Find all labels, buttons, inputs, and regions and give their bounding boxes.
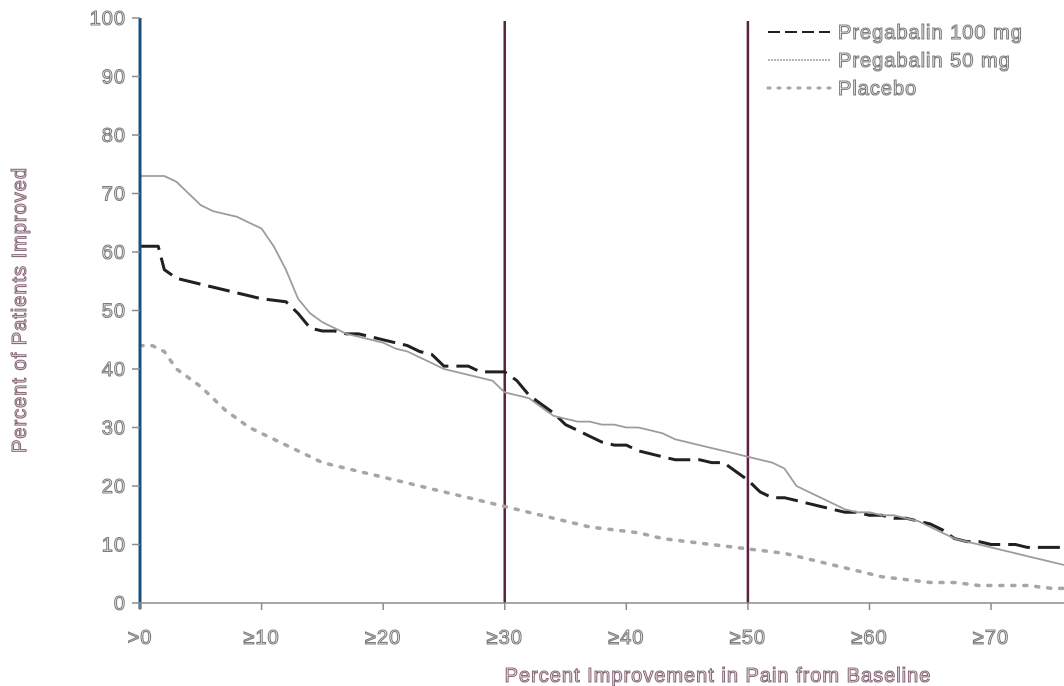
legend-item-pregabalin-100-mg: Pregabalin 100 mg (768, 21, 1023, 45)
y-tick-label-50: 50 (102, 301, 126, 323)
x-tick-label-70: ≥70 (973, 627, 1009, 649)
legend: Pregabalin 100 mg Pregabalin 50 mg Placebo (766, 21, 1023, 101)
legend-label-pregabalin-100-mg: Pregabalin 100 mg (838, 22, 1023, 44)
legend-label-pregabalin-50-mg: Pregabalin 50 mg (838, 50, 1011, 72)
x-tick-label-0: >0 (128, 627, 153, 649)
y-tick-label-80: 80 (102, 125, 126, 147)
series-layer (138, 175, 1064, 591)
legend-label-placebo: Placebo (838, 78, 917, 100)
y-tick-label-30: 30 (102, 418, 126, 440)
y-tick-label-10: 10 (102, 535, 126, 557)
y-axis-title: Percent of Patients Improved (9, 167, 31, 453)
series-line-placebo (138, 343, 1064, 591)
legend-item-placebo: Placebo (766, 77, 917, 101)
y-tick-label-0: 0 (114, 593, 126, 615)
x-axis-title: Percent Improvement in Pain from Baselin… (505, 665, 932, 686)
y-tick-label-20: 20 (102, 476, 126, 498)
legend-item-pregabalin-50-mg: Pregabalin 50 mg (768, 49, 1011, 73)
y-tick-label-90: 90 (102, 67, 126, 89)
x-tick-label-30: ≥30 (487, 627, 523, 649)
x-tick-label-60: ≥60 (851, 627, 887, 649)
series-line-pregabalin-100-mg (140, 244, 1064, 549)
series-line-pregabalin-50-mg (140, 175, 1064, 566)
x-tick-label-50: ≥50 (730, 627, 766, 649)
x-tick-label-10: ≥10 (243, 627, 279, 649)
y-tick-label-40: 40 (102, 359, 126, 381)
x-tick-label-20: ≥20 (365, 627, 401, 649)
y-tick-label-70: 70 (102, 184, 126, 206)
x-tick-label-40: ≥40 (608, 627, 644, 649)
y-tick-label-100: 100 (90, 8, 126, 30)
axes-layer: 0 10 20 30 40 50 60 70 80 90 100 >0 ≥10 ≥20 ≥30 ≥40 ≥50 ≥… (89, 7, 1064, 650)
y-tick-label-60: 60 (102, 242, 126, 264)
